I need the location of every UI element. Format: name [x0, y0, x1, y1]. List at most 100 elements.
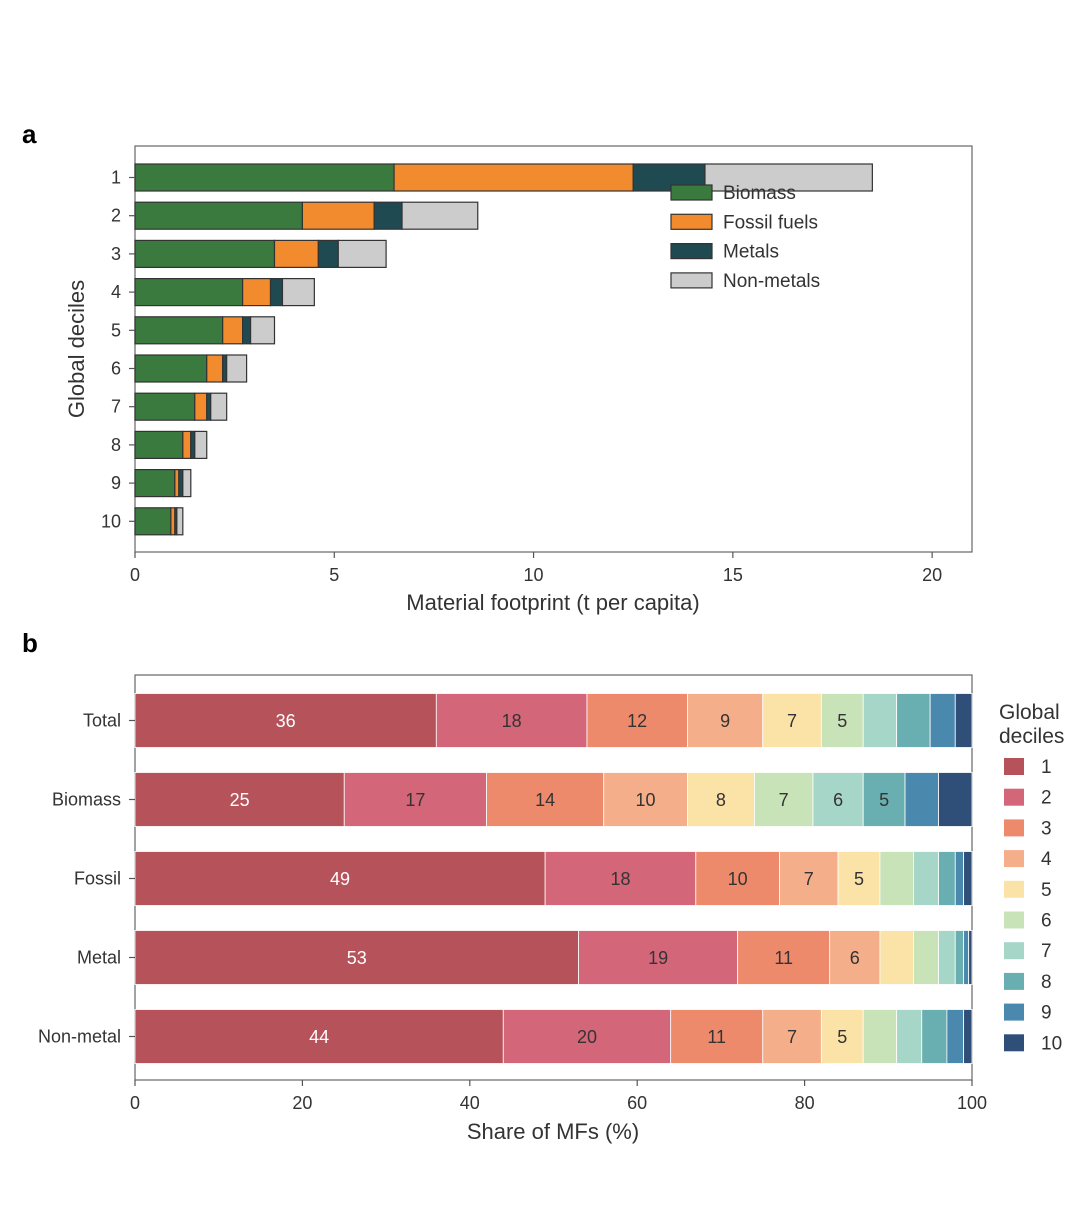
legend-label-biomass: Biomass [723, 183, 796, 204]
x-tick-label-80: 80 [795, 1093, 815, 1113]
bar-decile-5-fossil-fuels [222, 316, 244, 345]
bar-decile-2-non-metals [401, 201, 479, 230]
bar-decile-6-non-metals [226, 354, 248, 383]
y-tick-label-4: 4 [111, 282, 121, 302]
bar-decile-7-non-metals [210, 392, 228, 421]
data-label-fossil-decile-5: 5 [854, 869, 864, 889]
bar-total-decile-10 [954, 693, 973, 748]
bar-decile-9-non-metals [182, 469, 192, 498]
bar-total-decile-3 [586, 693, 688, 748]
bar-decile-3-fossil-fuels [273, 239, 319, 268]
bar-decile-6-fossil-fuels [206, 354, 224, 383]
panel-a-xlabel: Material footprint (t per capita) [406, 590, 699, 615]
legend-label-decile-8: 8 [1041, 972, 1052, 993]
bar-decile-8-non-metals [194, 430, 208, 459]
bar-total-decile-4 [687, 693, 764, 748]
bar-decile-5-metals [242, 316, 252, 345]
y-tick-label-10: 10 [101, 511, 121, 531]
bar-metal-decile-7 [938, 930, 956, 985]
panel-b-chart: 36 18 12 9 7 525 17 14 10 8 7 6 549 18 10 7 553 19 11 644 20… [38, 674, 1064, 1144]
bar-decile-1-fossil-fuels [393, 163, 634, 192]
bar-decile-2-metals [373, 201, 403, 230]
panel-b-xlabel: Share of MFs (%) [467, 1119, 639, 1144]
bar-total-decile-5 [762, 693, 822, 748]
bar-biomass-decile-10 [938, 772, 973, 827]
x-tick-label-0: 0 [130, 1093, 140, 1113]
bar-decile-7-biomass [134, 392, 196, 421]
legend-label-decile-4: 4 [1041, 849, 1052, 870]
bar-total-decile-2 [435, 693, 588, 748]
bar-decile-10-biomass [134, 507, 172, 536]
legend-swatch-decile-4 [1004, 850, 1024, 868]
legend-label-decile-3: 3 [1041, 818, 1052, 839]
legend-label-metals: Metals [723, 242, 779, 263]
legend-swatch-decile-3 [1004, 819, 1024, 837]
data-label-non-metal-decile-3: 11 [707, 1027, 726, 1047]
legend-label-fossil-fuels: Fossil fuels [723, 212, 818, 233]
bar-biomass-decile-1 [134, 772, 345, 827]
data-label-metal-decile-4: 6 [850, 948, 860, 968]
panel-a-ylabel: Global deciles [64, 280, 89, 418]
bar-decile-6-biomass [134, 354, 208, 383]
bar-non-metal-decile-8 [921, 1009, 948, 1064]
data-label-non-metal-decile-5: 5 [837, 1027, 847, 1047]
data-label-biomass-decile-2: 17 [405, 790, 425, 810]
legend-label-decile-9: 9 [1041, 1003, 1052, 1024]
legend-swatch-decile-9 [1004, 1003, 1024, 1021]
data-label-fossil-decile-2: 18 [610, 869, 630, 889]
data-label-metal-decile-1: 53 [347, 948, 367, 968]
bar-decile-1-non-metals [704, 163, 873, 192]
panel-b-legend-title-line2: deciles [999, 725, 1064, 748]
bar-total-decile-7 [862, 693, 898, 748]
data-label-non-metal-decile-1: 44 [309, 1027, 329, 1047]
bar-metal-decile-4 [829, 930, 881, 985]
legend-swatch-decile-5 [1004, 880, 1024, 898]
bar-decile-9-biomass [134, 469, 176, 498]
legend-label-decile-2: 2 [1041, 788, 1052, 809]
legend-swatch-biomass [670, 184, 713, 201]
legend-swatch-decile-2 [1004, 788, 1024, 806]
bar-fossil-decile-10 [963, 851, 973, 906]
y-tick-label-1: 1 [111, 168, 121, 188]
data-label-fossil-decile-4: 7 [804, 869, 814, 889]
legend-swatch-fossil-fuels [670, 213, 713, 230]
data-label-non-metal-decile-4: 7 [787, 1027, 797, 1047]
legend-label-non-metals: Non-metals [723, 271, 820, 292]
bar-decile-5-non-metals [249, 316, 276, 345]
y-tick-label-7: 7 [111, 397, 121, 417]
data-label-total-decile-5: 7 [787, 711, 797, 731]
bar-decile-2-biomass [134, 201, 303, 230]
bar-fossil-decile-2 [544, 851, 697, 906]
x-tick-label-0: 0 [130, 565, 140, 585]
data-label-total-decile-2: 18 [502, 711, 522, 731]
data-label-metal-decile-3: 11 [774, 948, 793, 968]
legend-label-decile-5: 5 [1041, 880, 1052, 901]
data-label-total-decile-4: 9 [720, 711, 730, 731]
data-label-fossil-decile-3: 10 [728, 869, 748, 889]
bar-non-metal-decile-7 [896, 1009, 923, 1064]
panel-a-legend: Biomass Fossil fuels Metals Non-metals [670, 183, 820, 292]
bar-decile-8-fossil-fuels [182, 430, 192, 459]
x-tick-label-15: 15 [723, 565, 743, 585]
bar-total-decile-6 [820, 693, 864, 748]
bar-decile-4-non-metals [281, 278, 315, 307]
bar-metal-decile-8 [954, 930, 965, 985]
legend-swatch-decile-10 [1004, 1034, 1024, 1052]
bar-non-metal-decile-9 [946, 1009, 965, 1064]
legend-label-decile-6: 6 [1041, 911, 1052, 932]
bar-metal-decile-6 [913, 930, 939, 985]
x-tick-label-40: 40 [460, 1093, 480, 1113]
data-label-metal-decile-2: 19 [648, 948, 668, 968]
data-label-biomass-decile-6: 7 [779, 790, 789, 810]
legend-swatch-non-metals [670, 272, 713, 289]
bar-metal-decile-2 [578, 930, 739, 985]
bar-biomass-decile-6 [753, 772, 814, 827]
bar-biomass-decile-4 [603, 772, 688, 827]
x-tick-label-60: 60 [627, 1093, 647, 1113]
data-label-total-decile-3: 12 [627, 711, 647, 731]
legend-swatch-decile-8 [1004, 972, 1024, 990]
y-tick-label-8: 8 [111, 435, 121, 455]
bar-non-metal-decile-6 [862, 1009, 898, 1064]
bar-decile-7-fossil-fuels [194, 392, 208, 421]
y-tick-label-biomass: Biomass [52, 790, 121, 810]
